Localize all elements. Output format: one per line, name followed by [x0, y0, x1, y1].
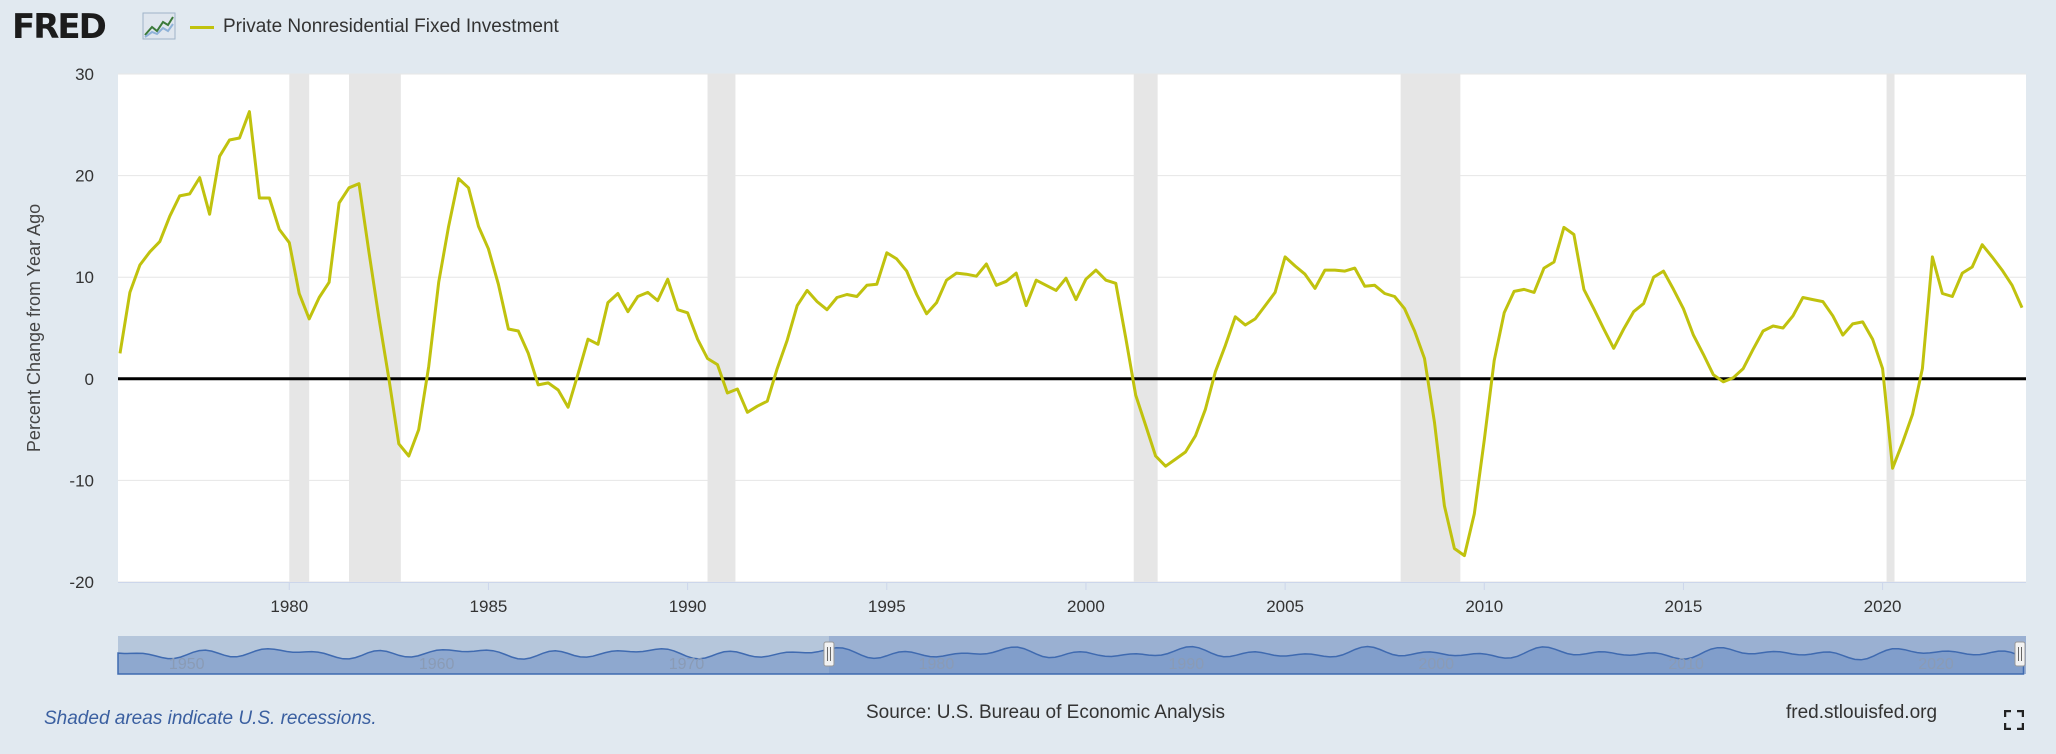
y-tick-label: 0: [85, 370, 94, 389]
source-note: Source: U.S. Bureau of Economic Analysis: [866, 702, 1226, 723]
y-tick-label: 30: [75, 65, 94, 84]
navigator-year-label: 2010: [1668, 656, 1704, 673]
navigator-year-label: 1980: [919, 656, 955, 673]
x-tick-label: 2000: [1067, 597, 1105, 616]
x-tick-label: 1980: [270, 597, 308, 616]
recession-band: [1886, 74, 1895, 582]
y-tick-label: -20: [69, 573, 94, 592]
recession-band: [1400, 74, 1461, 582]
navigator-year-label: 1960: [419, 656, 455, 673]
fred-logo[interactable]: FRED: [12, 6, 182, 48]
navigator-year-label: 2000: [1418, 656, 1454, 673]
recession-band: [1133, 74, 1158, 582]
navigator-right-handle[interactable]: [2014, 641, 2026, 667]
recession-note: Shaded areas indicate U.S. recessions.: [44, 708, 377, 729]
recession-band: [289, 74, 310, 582]
x-tick-label: 1985: [470, 597, 508, 616]
navigator-year-label: 1970: [669, 656, 705, 673]
y-tick-label: 10: [75, 268, 94, 287]
legend-swatch: [190, 26, 214, 29]
navigator-series-area: [117, 645, 2025, 675]
y-tick-label: -10: [69, 471, 94, 490]
navigator-year-label: 1950: [169, 656, 205, 673]
x-axis-ticks: 1980 1985 1990 1995 2000 2005 2010 2015 2020: [270, 582, 1902, 616]
y-axis-label: Percent Change from Year Ago: [24, 204, 44, 452]
site-link[interactable]: fred.stlouisfed.org: [1786, 702, 1938, 723]
handle-grip[interactable]: [823, 641, 835, 667]
legend-series-label: Private Nonresidential Fixed Investment: [223, 16, 559, 37]
navigator-year-label: 2020: [1918, 656, 1954, 673]
navigator-year-labels: 1950 1960 1970 1980 1990 2000 2010 2020: [169, 656, 1954, 673]
series-line[interactable]: [118, 110, 2024, 558]
handle-grip[interactable]: [2014, 641, 2026, 667]
x-tick-label: 2020: [1864, 597, 1902, 616]
chart-footer: Shaded areas indicate U.S. recessions. S…: [0, 690, 2056, 754]
line-graph-icon: [142, 12, 176, 40]
recession-band: [349, 74, 401, 582]
y-axis-ticks: 30 20 10 0 -10 -20: [69, 65, 94, 592]
x-tick-label: 1995: [868, 597, 906, 616]
navigator-left-handle[interactable]: [823, 641, 835, 667]
recession-band: [707, 74, 736, 582]
plot-background: [118, 74, 2026, 582]
range-navigator[interactable]: 1950 1960 1970 1980 1990 2000 2010 2020: [117, 636, 2027, 675]
x-tick-label: 2005: [1266, 597, 1304, 616]
navigator-year-label: 1990: [1169, 656, 1205, 673]
x-tick-label: 1990: [669, 597, 707, 616]
x-tick-label: 2010: [1465, 597, 1503, 616]
fred-logo-text: FRED: [12, 7, 107, 47]
y-tick-label: 20: [75, 167, 94, 186]
x-tick-label: 2015: [1665, 597, 1703, 616]
fullscreen-icon[interactable]: [2004, 710, 2024, 730]
chart-header: FRED Private Nonresidential Fixed Invest…: [0, 0, 2056, 56]
recession-bands: [289, 74, 1895, 582]
